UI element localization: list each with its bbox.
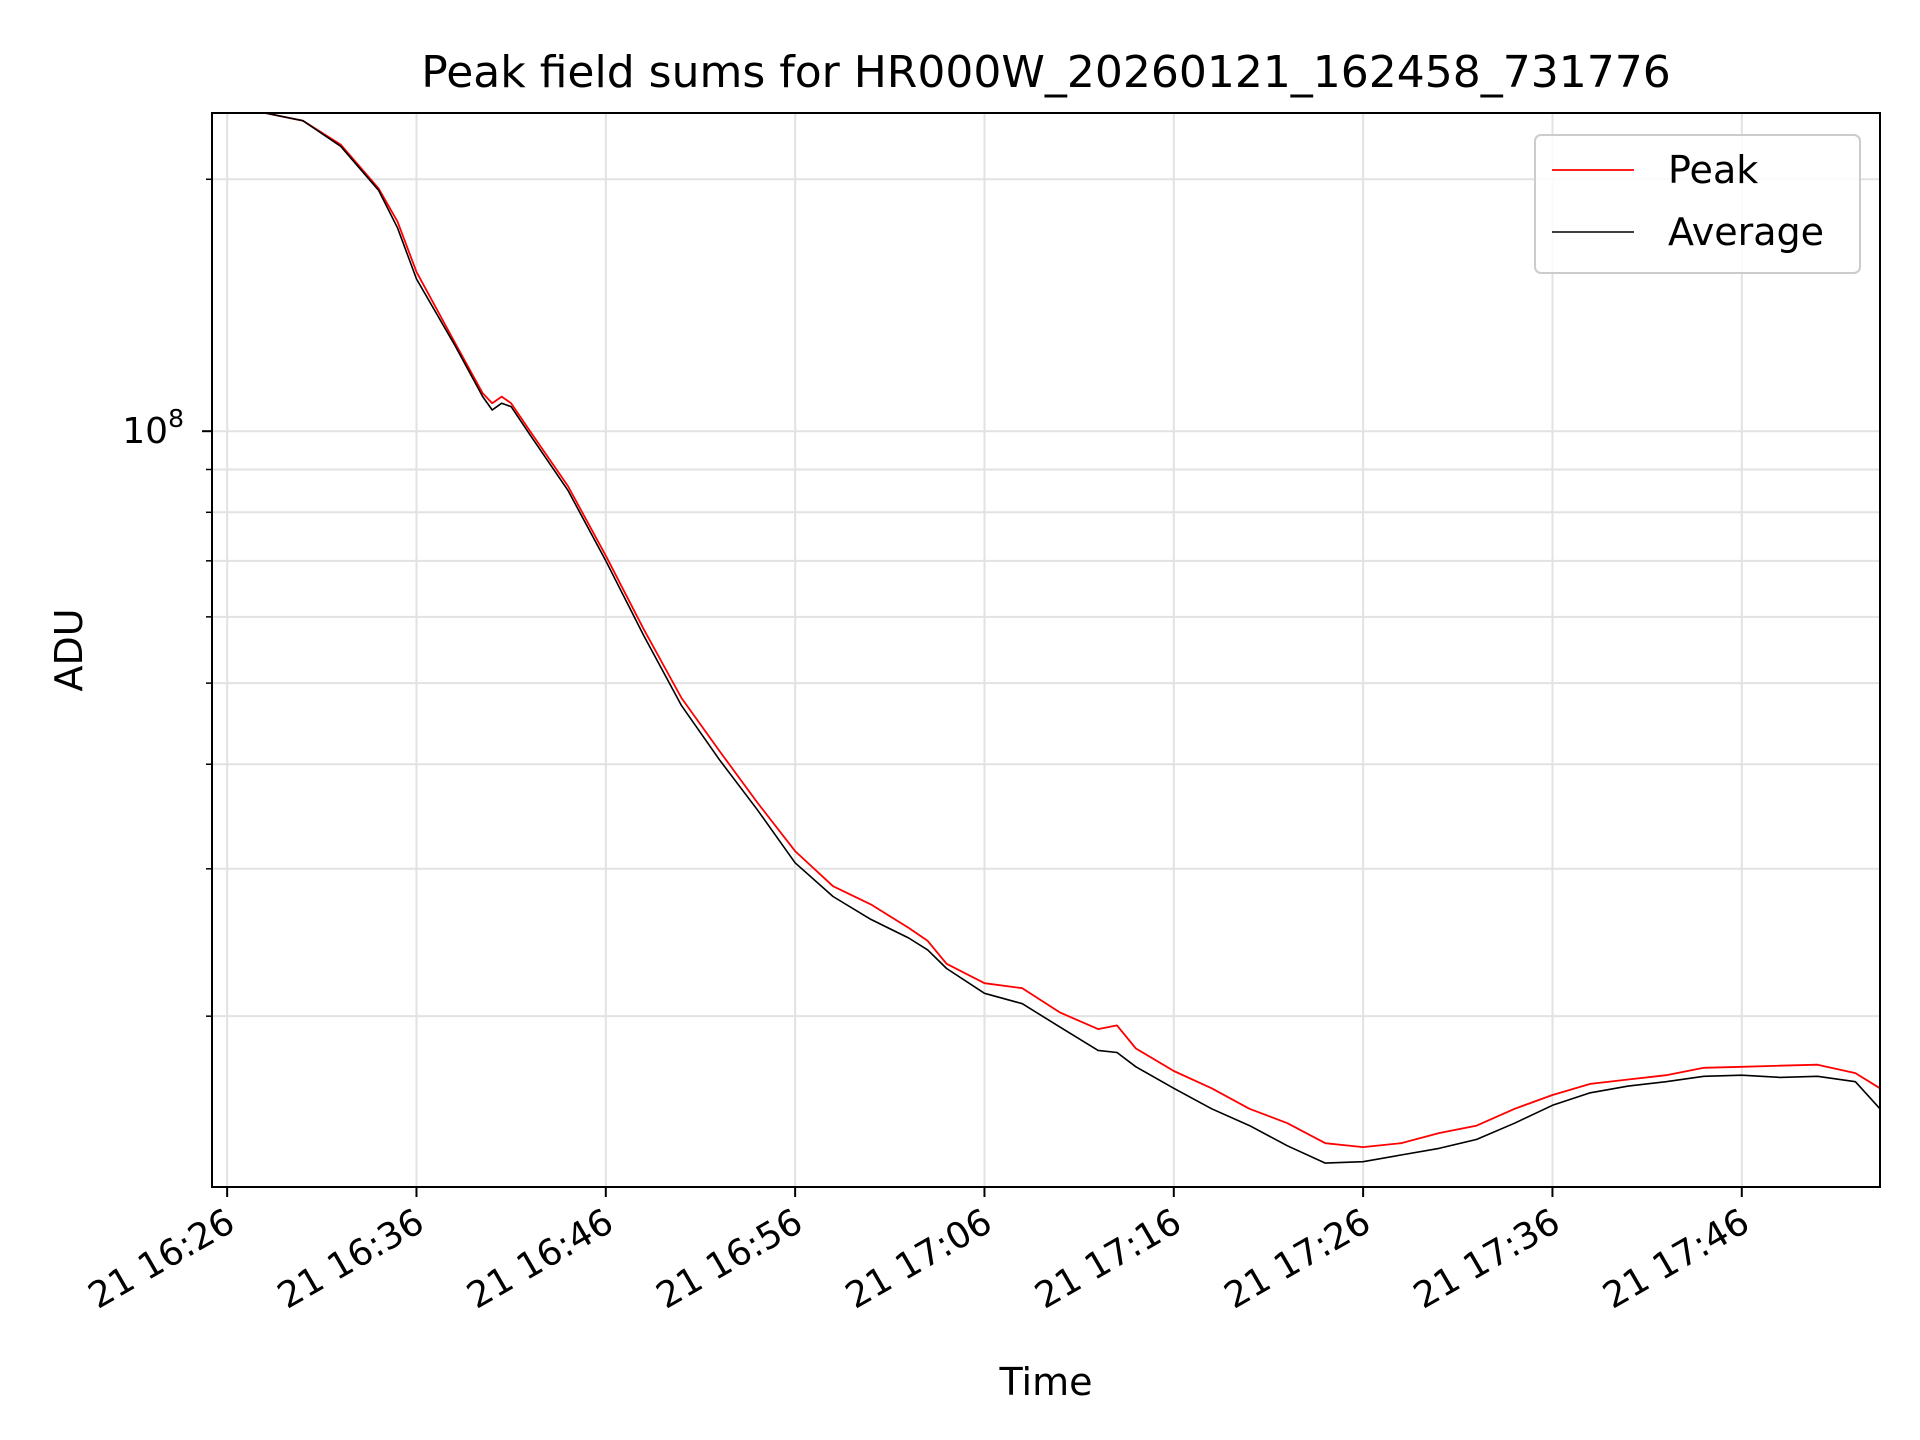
x-axis-label: Time	[999, 1360, 1093, 1404]
y-tick-label: 108	[122, 404, 184, 452]
series-line-peak	[212, 112, 1881, 1148]
series-line-average	[212, 112, 1881, 1164]
plot-frame	[211, 112, 1881, 1188]
legend-average-label: Average	[1668, 210, 1824, 254]
plot-lines	[212, 112, 1881, 1164]
chart-title: Peak field sums for HR000W_20260121_1624…	[421, 47, 1671, 98]
legend: Peak Average	[1534, 134, 1861, 274]
y-axis: 108	[122, 178, 212, 1017]
y-axis-label: ADU	[47, 608, 91, 691]
legend-peak-label: Peak	[1668, 148, 1758, 192]
